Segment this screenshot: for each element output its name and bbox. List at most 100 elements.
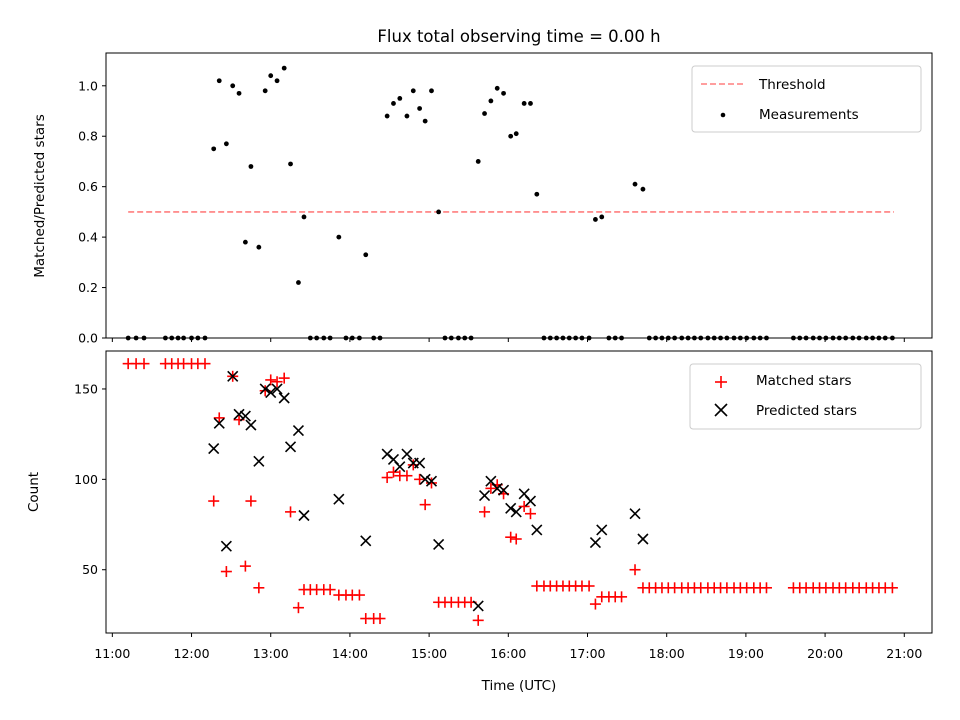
top-legend-box [691, 65, 922, 133]
predicted-star-point [629, 508, 641, 520]
measurement-point [236, 90, 242, 96]
matched-star-point [265, 374, 277, 386]
x-tick-label: 19:00 [728, 646, 764, 661]
measurement-point [632, 181, 638, 187]
predicted-star-point [497, 484, 510, 496]
matched-star-point [518, 500, 530, 512]
matched-star-point [387, 466, 399, 478]
measurement-point [391, 101, 396, 106]
matched-star-point [583, 580, 595, 592]
measurement-point [599, 214, 605, 220]
x-axis-label: Time (UTC) [481, 678, 557, 694]
matched-star-point [271, 376, 283, 388]
predicted-star-point [433, 538, 445, 550]
measurement-point [274, 78, 280, 84]
x-tick-label: 18:00 [649, 646, 685, 661]
predicted-star-point [284, 441, 297, 453]
x-tick-label: 11:00 [94, 646, 130, 661]
top-x-ticks [111, 338, 905, 342]
matched-star-point [213, 412, 225, 424]
matched-star-point [629, 564, 641, 576]
matched-star-point [419, 499, 431, 511]
x-tick-label: 16:00 [490, 646, 526, 661]
measurement-point [281, 65, 287, 71]
matched-star-point [886, 582, 898, 594]
top-axes-frame [105, 52, 933, 339]
predicted-star-point [637, 533, 649, 545]
measurement-point [429, 88, 434, 94]
x-tick-label: 15:00 [411, 646, 447, 661]
predicted-star-point [239, 410, 251, 422]
bottom-axes-frame [105, 350, 933, 634]
top-y-tick-label: 0.8 [78, 129, 98, 144]
matched-star-point [138, 358, 150, 370]
measurement-point [242, 239, 248, 245]
measurement-point [501, 90, 506, 96]
matched-star-point [524, 508, 536, 520]
matched-star-point [485, 482, 497, 494]
measurement-point [301, 214, 307, 220]
measurement-point [384, 113, 390, 119]
matched-star-point [479, 506, 491, 518]
predicted-star-point [233, 408, 245, 420]
predicted-star-point [292, 424, 305, 437]
predicted-star-point [333, 493, 345, 505]
top-y-tick-label: 0.4 [78, 230, 98, 245]
predicted-star-point [245, 419, 257, 431]
predicted-star-point [271, 383, 283, 395]
measurement-point [422, 118, 428, 124]
predicted-star-point [220, 540, 232, 552]
predicted-star-point [425, 475, 438, 487]
predicted-star-point [394, 461, 406, 473]
matched-star-point [505, 531, 517, 543]
measurement-point [404, 113, 410, 119]
predicted-star-point [478, 490, 491, 502]
matched-star-point [239, 560, 251, 572]
predicted-star-point [265, 387, 277, 399]
matched-star-point [401, 470, 413, 482]
predicted-star-point [596, 524, 608, 536]
x-tick-label: 12:00 [174, 646, 210, 661]
matched-star-point [278, 372, 290, 384]
top-y-axis-label: Matched/Predicted stars [32, 114, 48, 277]
bottom-y-tick-label: 100 [74, 472, 98, 487]
top-y-tick-label: 0.2 [78, 280, 98, 295]
legend-predicted-label: Predicted stars [756, 403, 857, 419]
legend-matched-label: Matched stars [756, 373, 852, 389]
predicted-star-point [510, 506, 522, 518]
legend-predicted-swatch [714, 403, 728, 417]
predicted-star-point [401, 448, 413, 460]
measurement-point [494, 85, 500, 91]
matched-star-point [245, 495, 257, 507]
predicted-star-point [253, 455, 265, 467]
measurement-point [488, 98, 494, 104]
bottom-legend: Matched stars Predicted stars [689, 363, 922, 430]
top-y-tick-label: 1.0 [78, 78, 98, 93]
matched-star-point [353, 589, 365, 601]
measurement-point [248, 164, 254, 169]
measurement-point [640, 186, 646, 192]
legend-matched-swatch [715, 376, 727, 388]
measurement-point [475, 159, 481, 164]
predicted-star-point [208, 443, 220, 455]
matched-star-point [616, 591, 628, 603]
matched-star-point [374, 613, 386, 625]
predicted-star-point [298, 509, 310, 522]
bottom-y-tick-label: 150 [74, 381, 98, 396]
x-tick-label: 13:00 [253, 646, 289, 661]
matched-star-point [292, 602, 304, 614]
measurement-point [417, 106, 423, 111]
predicted-star-point [491, 482, 503, 494]
measurement-point [296, 280, 301, 285]
top-legend: Threshold Measurements [691, 65, 922, 133]
measurement-point [436, 209, 442, 215]
measurement-point [508, 133, 514, 139]
measurement-point [223, 141, 229, 147]
predicted-star-point [278, 392, 290, 404]
matched-star-point [253, 582, 265, 594]
predicted-star-point [360, 535, 372, 547]
measurement-point [268, 73, 274, 79]
matched-star-point [199, 358, 211, 370]
measurement-point [262, 88, 268, 94]
